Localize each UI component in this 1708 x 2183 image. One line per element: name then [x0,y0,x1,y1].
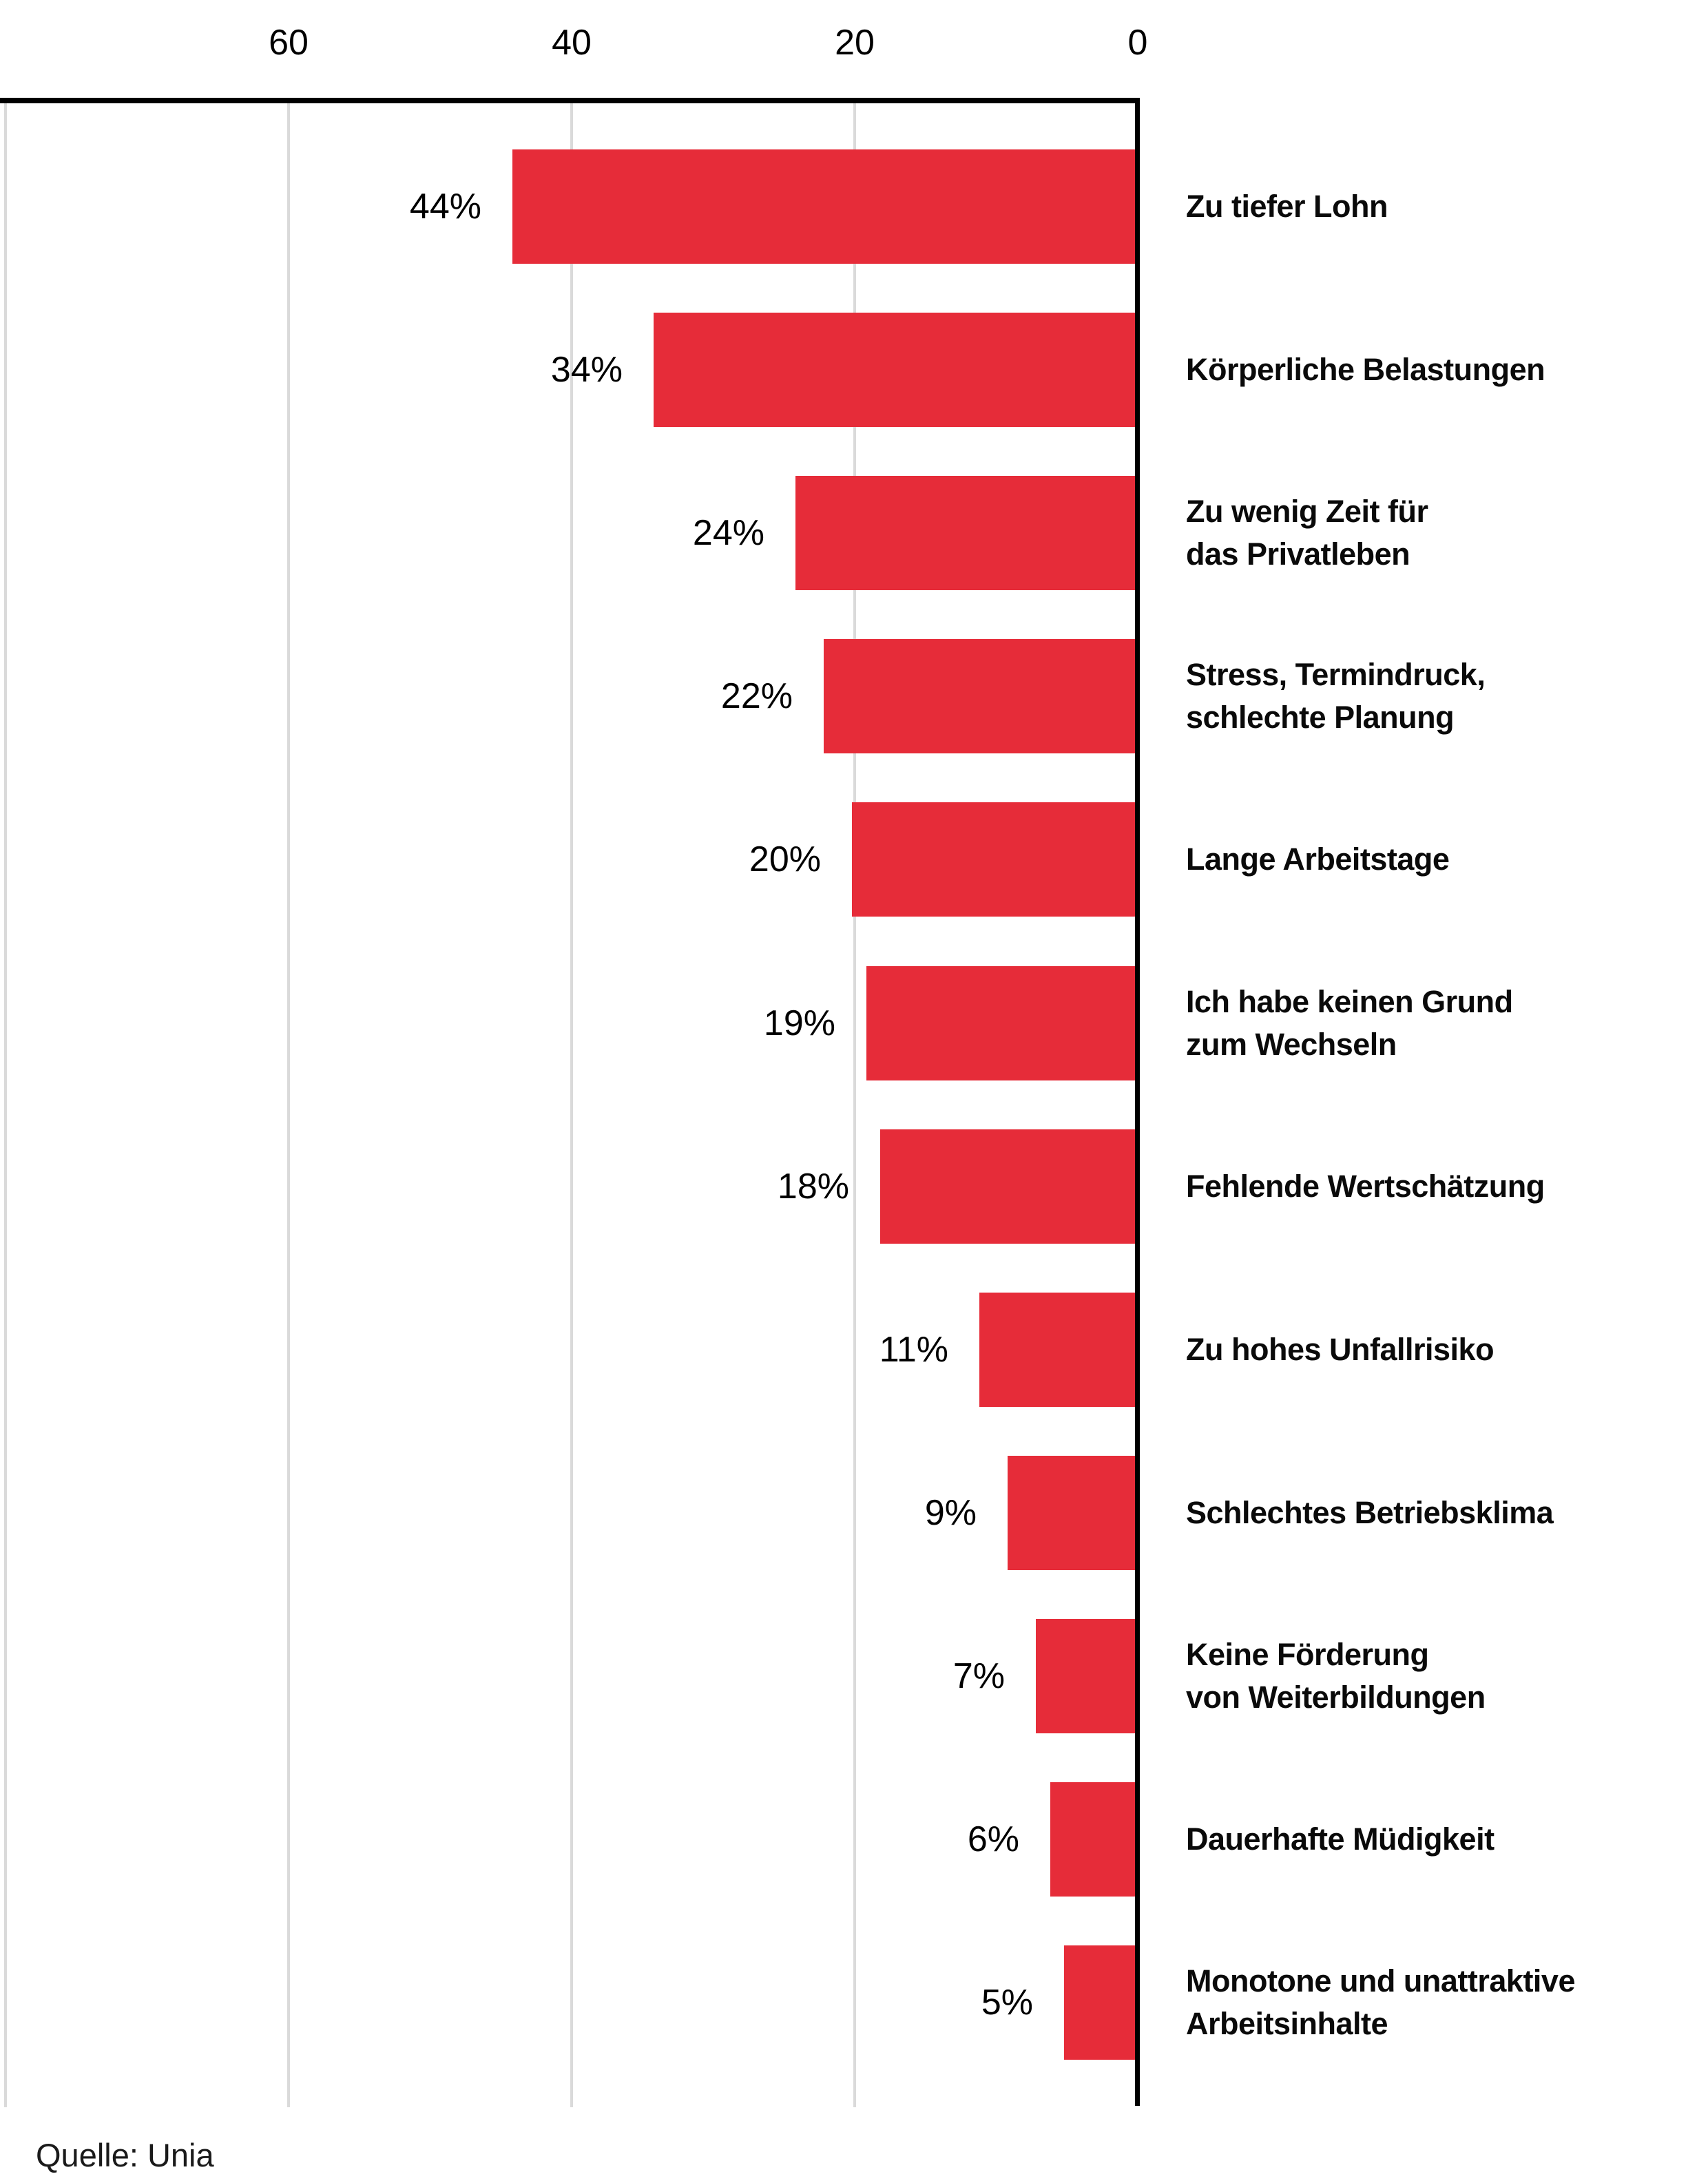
bar [512,149,1135,264]
bar-value-label: 6% [967,1819,1019,1859]
bar [654,313,1135,427]
bar-category-label: Dauerhafte Müdigkeit [1186,1782,1494,1897]
bar [1064,1945,1135,2060]
bar-category-label-line: schlechte Planung [1186,700,1455,735]
gridline [853,103,856,2107]
bar-category-label-line: zum Wechseln [1186,1027,1397,1062]
bar-category-label-line: Fehlende Wertschätzung [1186,1169,1545,1204]
bar [1036,1619,1135,1733]
bar-category-label-line: Schlechtes Betriebsklima [1186,1495,1554,1530]
bar-category-label-line: von Weiterbildungen [1186,1680,1486,1715]
bar-category-label: Körperliche Belastungen [1186,313,1545,427]
bar-category-label-line: Stress, Termindruck, [1186,657,1486,692]
bar [795,476,1135,590]
bar-category-label: Monotone und unattraktive Arbeitsinhalte [1186,1945,1576,2060]
bar-category-label-line: Dauerhafte Müdigkeit [1186,1821,1494,1857]
axis-tick-label: 40 [552,23,592,63]
zero-axis-line [1135,98,1140,2106]
bar-category-label: Fehlende Wertschätzung [1186,1129,1545,1244]
gridline [287,103,290,2107]
bar-value-label: 11% [879,1330,948,1370]
bar-category-label: Keine Förderung von Weiterbildungen [1186,1619,1486,1733]
bar-category-label-line: Lange Arbeitstage [1186,842,1450,877]
bar-value-label: 20% [749,839,821,879]
bar-category-label-line: Zu tiefer Lohn [1186,189,1388,224]
bar-value-label: 7% [952,1656,1005,1696]
axis-tick-label: 0 [1127,23,1148,63]
bar-category-label: Schlechtes Betriebsklima [1186,1456,1554,1570]
bar [1008,1456,1135,1570]
bar-category-label-line: Ich habe keinen Grund [1186,984,1513,1019]
bar-value-label: 44% [409,187,481,227]
bar [880,1129,1135,1244]
bar-value-label: 34% [550,350,623,390]
bar [1050,1782,1135,1897]
gridline [4,103,7,2107]
axis-tick-label: 60 [269,23,309,63]
bar-category-label-line: das Privatleben [1186,536,1410,572]
bar [866,966,1135,1080]
axis-tick-label: 20 [835,23,875,63]
bar [852,802,1135,917]
source-note: Quelle: Unia [36,2137,214,2173]
bar-category-label-line: Körperliche Belastungen [1186,352,1545,387]
bar-category-label-line: Keine Förderung [1186,1637,1429,1672]
bar-category-label-line: Monotone und unattraktive [1186,1963,1576,1998]
bar-value-label: 22% [720,676,793,716]
bar-category-label-line: Arbeitsinhalte [1186,2006,1388,2041]
bar-value-label: 5% [981,1983,1033,2023]
bar-value-label: 18% [777,1167,849,1207]
bar-value-label: 19% [763,1003,835,1043]
bar-category-label-line: Zu wenig Zeit für [1186,494,1428,529]
bar-category-label: Zu tiefer Lohn [1186,149,1388,264]
bar [824,639,1135,753]
top-axis-line [0,98,1140,103]
bar-value-label: 9% [924,1493,977,1533]
bar-category-label: Zu hohes Unfallrisiko [1186,1293,1494,1407]
bar [979,1293,1135,1407]
bar-category-label: Zu wenig Zeit für das Privatleben [1186,476,1428,590]
bar-category-label: Stress, Termindruck, schlechte Planung [1186,639,1486,753]
bar-value-label: 24% [692,513,764,553]
bar-category-label-line: Zu hohes Unfallrisiko [1186,1332,1494,1367]
bar-category-label: Lange Arbeitstage [1186,802,1450,917]
gridline [570,103,573,2107]
bar-category-label: Ich habe keinen Grund zum Wechseln [1186,966,1513,1080]
